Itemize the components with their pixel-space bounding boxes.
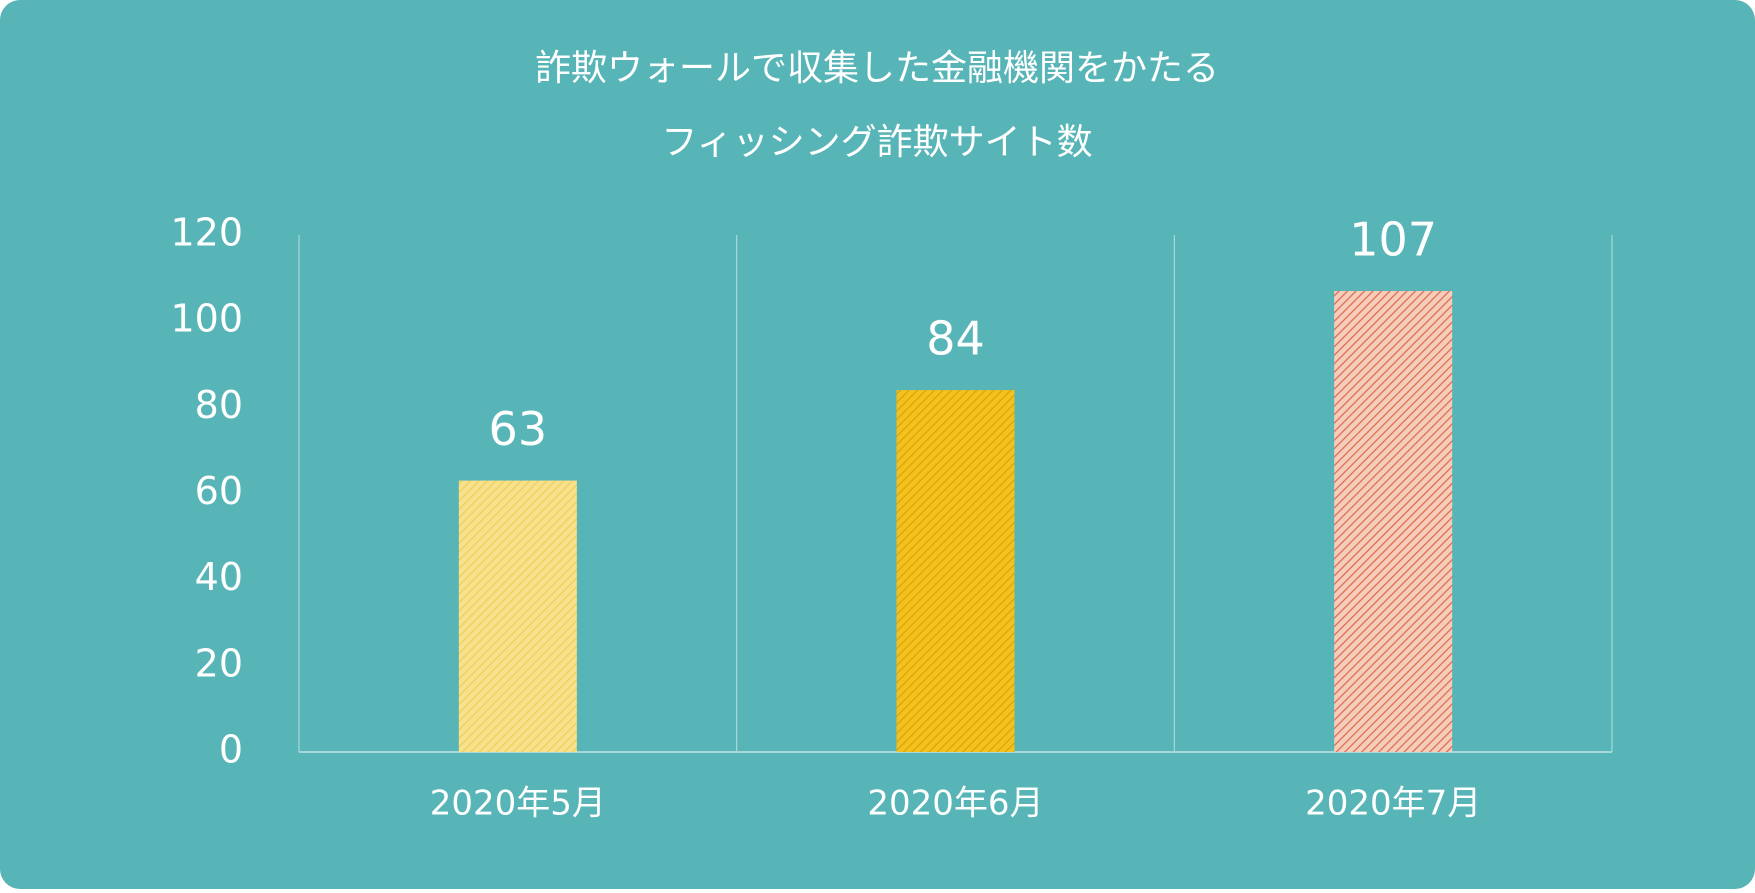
value-label: 107	[1349, 213, 1437, 267]
y-tick-label: 0	[219, 728, 243, 772]
chart-title: フィッシング詐欺サイト数	[661, 122, 1092, 163]
x-tick-label: 2020年5月	[430, 784, 606, 824]
bar	[1334, 291, 1453, 752]
x-tick-label: 2020年7月	[1305, 784, 1481, 824]
x-tick-label: 2020年6月	[867, 784, 1043, 824]
bar	[458, 480, 577, 752]
y-tick-label: 100	[170, 297, 243, 341]
chart-title: 詐欺ウォールで収集した金融機関をかたる	[535, 48, 1219, 89]
y-tick-label: 120	[170, 211, 243, 255]
y-tick-label: 40	[195, 555, 243, 599]
y-tick-label: 60	[195, 469, 243, 513]
bar	[896, 390, 1015, 752]
y-tick-label: 20	[195, 641, 243, 685]
value-label: 84	[926, 312, 985, 366]
y-tick-label: 80	[195, 383, 243, 427]
value-label: 63	[489, 402, 548, 456]
